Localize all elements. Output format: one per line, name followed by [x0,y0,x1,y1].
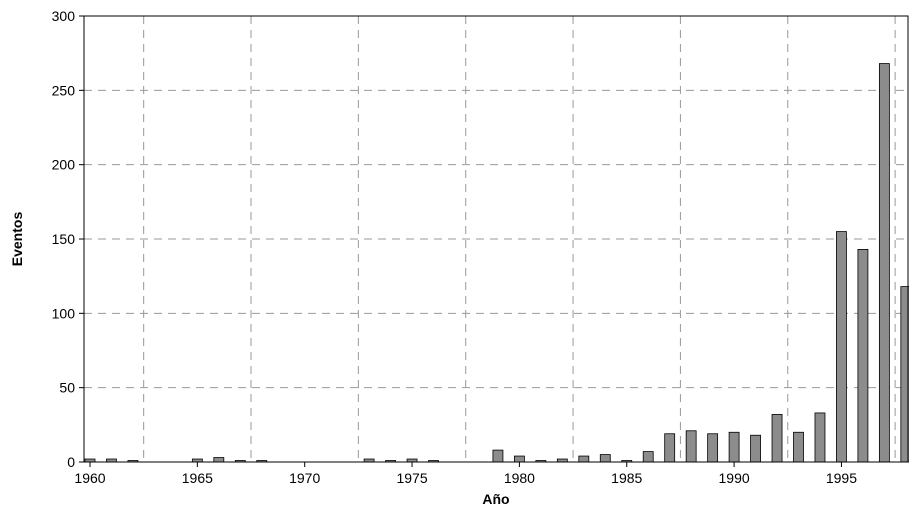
bar-1997 [878,63,890,463]
x-tick-label: 1985 [611,470,642,486]
y-tick-label: 300 [52,8,76,24]
y-tick-label: 100 [52,305,76,321]
x-tick-label: 1965 [182,470,213,486]
bar-1994 [814,412,826,463]
bar-1986 [642,451,654,463]
bar-1995 [836,231,847,463]
x-axis: 1960 1965 1970 1975 1980 1985 1990 1995 [74,462,857,486]
x-tick-label: 1980 [504,470,535,486]
y-axis: 0 50 100 150 200 250 300 [52,8,84,470]
bar-1980 [513,455,525,463]
bar-1992 [771,414,783,463]
bar-1987 [664,433,676,463]
bar-1990 [728,431,740,463]
bar-1991 [750,434,761,463]
bar-1989 [707,433,719,463]
x-tick-label: 1960 [74,470,105,486]
bar-1979 [492,449,504,463]
x-axis-title: Año [482,491,509,507]
y-tick-label: 200 [52,157,76,173]
bars [84,63,909,463]
x-tick-label: 1970 [289,470,320,486]
bar-1988 [685,430,697,463]
x-tick-label: 1975 [396,470,427,486]
bar-1984 [599,454,611,463]
x-tick-label: 1990 [719,470,750,486]
y-axis-title: Eventos [9,212,25,267]
grid-lines [84,16,908,462]
y-tick-label: 250 [52,82,76,98]
bar-1983 [578,455,590,463]
y-tick-label: 0 [67,454,75,470]
bar-1966 [213,457,225,463]
y-tick-label: 150 [52,231,76,247]
bar-1993 [793,431,804,463]
bar-1996 [857,249,869,463]
y-tick-label: 50 [59,380,75,396]
x-tick-label: 1995 [826,470,857,486]
